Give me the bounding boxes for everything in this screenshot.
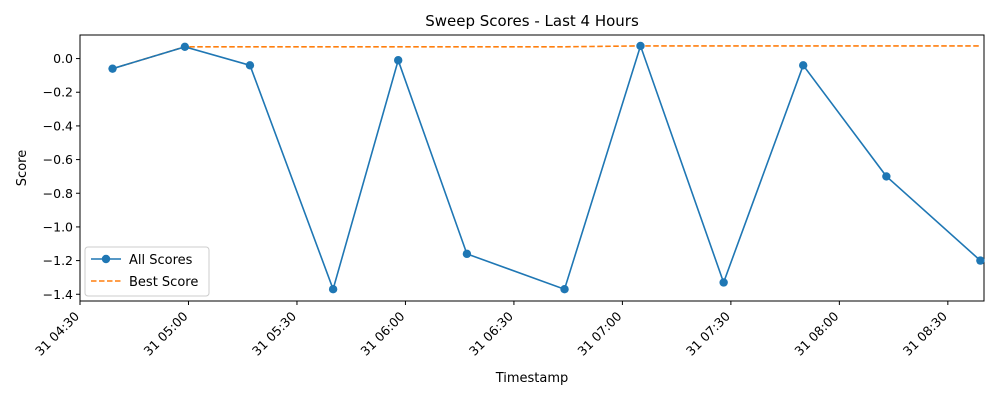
- data-point: [462, 249, 472, 259]
- x-axis-title: Timestamp: [495, 371, 569, 386]
- y-tick-label: −0.2: [43, 85, 73, 100]
- y-tick-label: −0.8: [43, 186, 73, 201]
- series-line-all-scores: [112, 43, 981, 292]
- data-point: [882, 172, 891, 181]
- y-axis: 0.0 −0.2 −0.4 −0.6 −0.8 −1.0 −1.2 −1.4: [43, 51, 80, 302]
- y-tick-label: −1.2: [43, 253, 73, 268]
- data-point: [180, 42, 190, 51]
- data-point: [394, 56, 403, 65]
- data-point: [560, 285, 569, 294]
- y-tick-label: −0.4: [43, 118, 73, 133]
- y-tick-label: 0.0: [53, 51, 73, 66]
- legend: All Scores Best Score: [84, 246, 210, 297]
- chart-title: Sweep Scores - Last 4 Hours: [425, 12, 639, 30]
- legend-label-all-scores: All Scores: [129, 253, 193, 268]
- x-tick-label: 31 07:30: [683, 308, 733, 358]
- y-tick-label: −0.6: [43, 152, 73, 167]
- x-tick-label: 31 08:00: [791, 308, 841, 358]
- legend-marker-all-scores: [101, 254, 111, 264]
- data-point: [108, 64, 117, 73]
- y-tick-label: −1.0: [43, 219, 73, 234]
- y-axis-title: Score: [15, 150, 30, 186]
- plot-area: [79, 34, 985, 302]
- y-tick-label: −1.4: [43, 287, 73, 302]
- data-point: [976, 256, 985, 265]
- data-point: [328, 285, 338, 294]
- x-tick-label: 31 08:30: [900, 308, 950, 358]
- x-tick-label: 31 07:00: [574, 308, 624, 358]
- x-tick-label: 31 06:00: [357, 308, 407, 358]
- x-tick-label: 31 04:30: [32, 308, 82, 358]
- x-tick-label: 31 06:30: [466, 308, 516, 358]
- data-point: [245, 61, 255, 70]
- data-point: [799, 61, 808, 70]
- x-tick-label: 31 05:00: [140, 308, 190, 358]
- legend-label-best-score: Best Score: [129, 275, 198, 290]
- data-point: [636, 41, 645, 51]
- data-point: [719, 278, 728, 287]
- x-tick-label: 31 05:30: [249, 308, 299, 358]
- x-axis: 31 04:30 31 05:00 31 05:30 31 06:00 31 06:30…: [32, 301, 950, 359]
- series-layer: [108, 41, 985, 294]
